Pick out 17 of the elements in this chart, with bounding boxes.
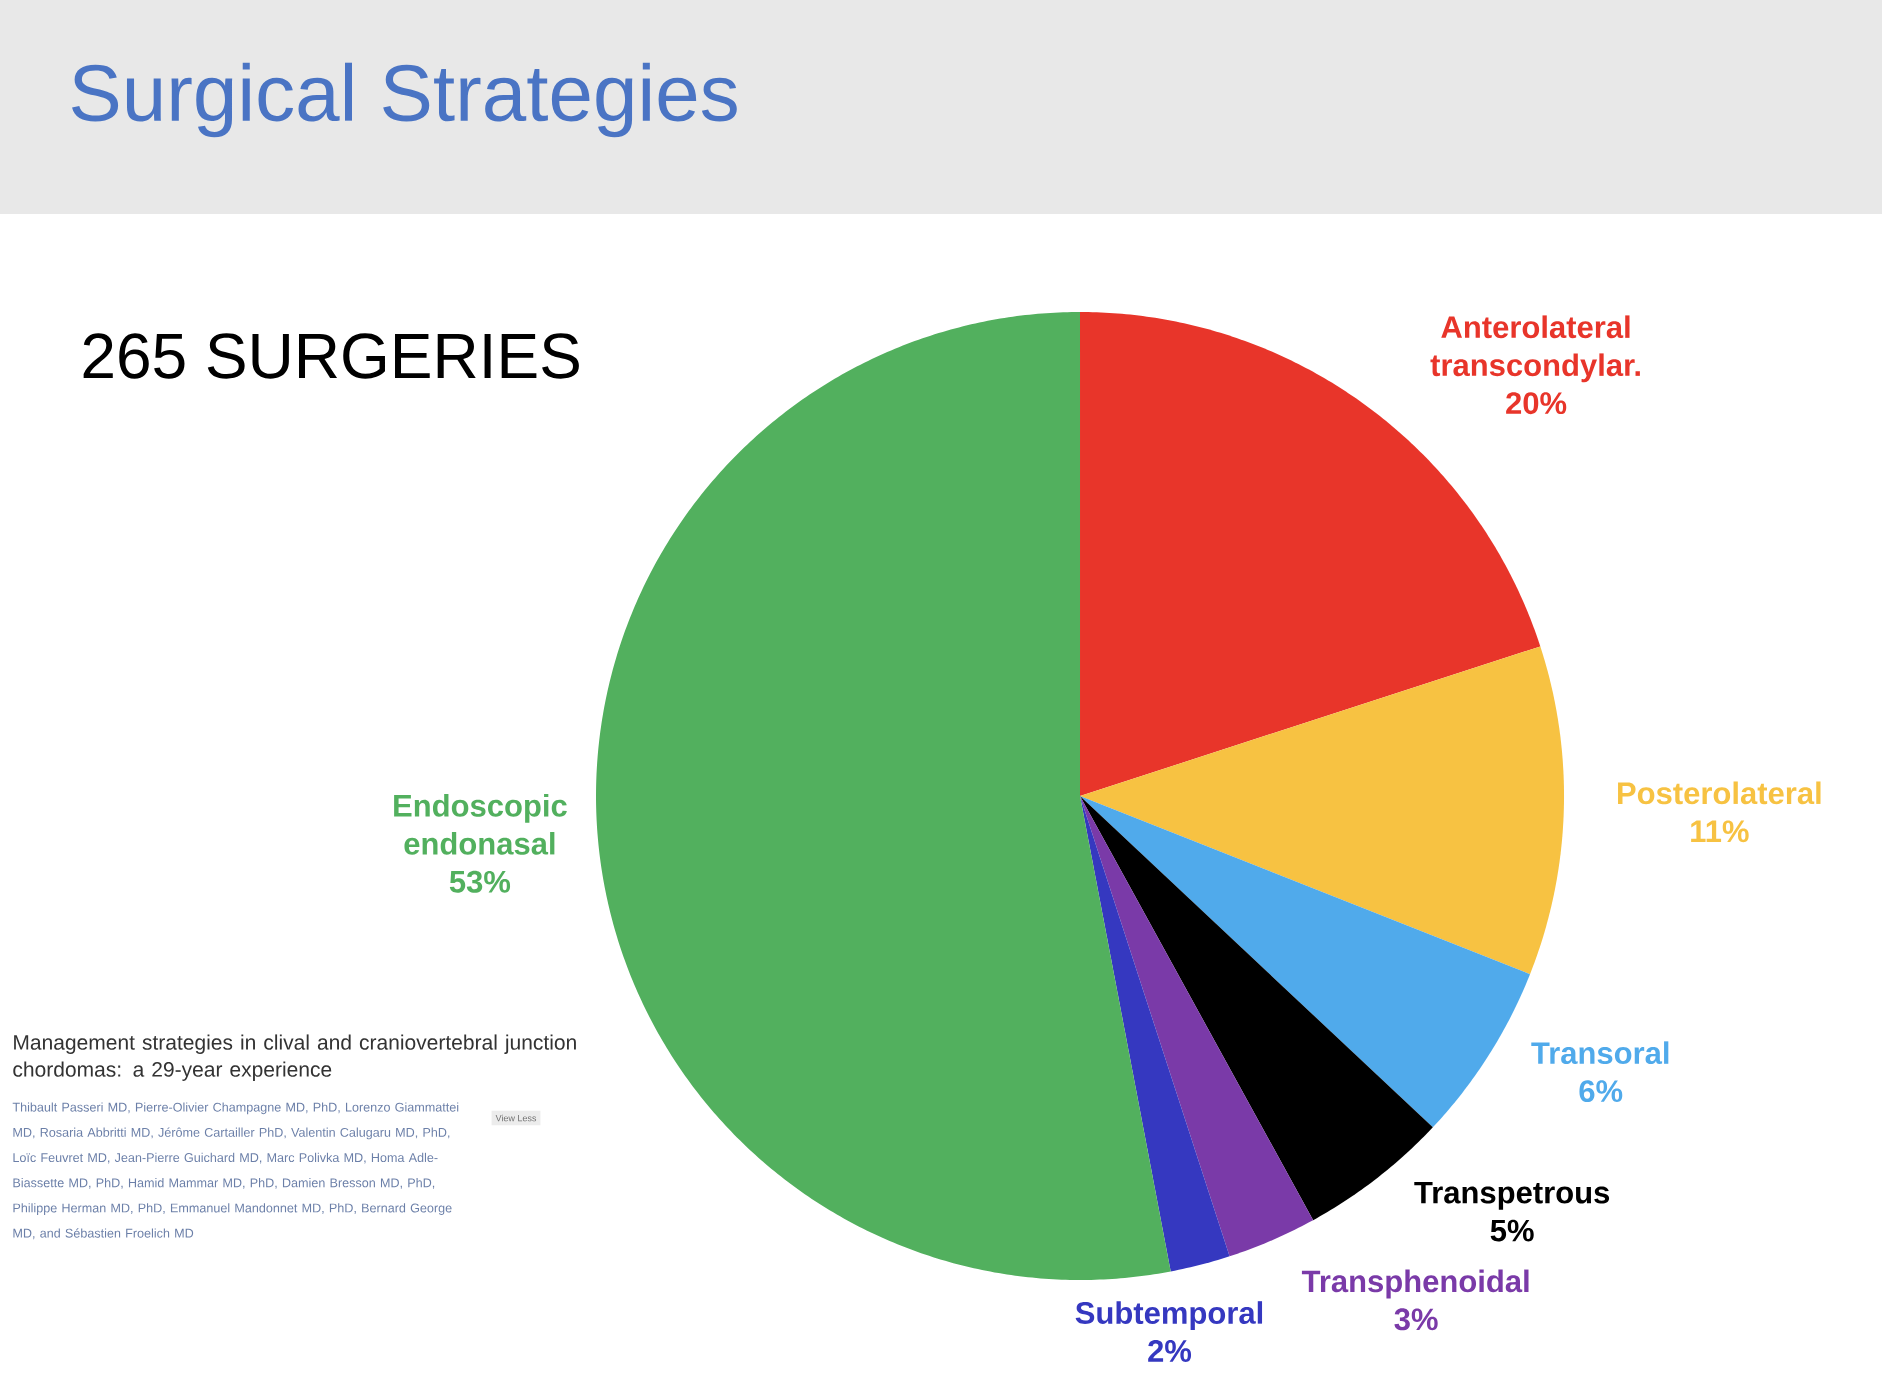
data-label: 6% [1579,1080,1623,1103]
slice-label: Endoscopic endonasal [394,793,567,855]
slice-label: Transpetrous [1414,1181,1610,1210]
data-label: 53% [449,870,511,893]
data-label: 20% [1506,392,1567,415]
chart-title: Surgical Strategies [72,62,737,138]
chart-subtitle: 265 SURGERIES [83,333,579,379]
slice-label: Transoral [1531,1041,1669,1065]
data-label: 3% [1394,1308,1438,1331]
slice-label: Transphenoidal [1301,1269,1529,1299]
data-label: 2% [1148,1340,1192,1362]
text: Management strategies in clival and craniovertebral junction chordomas: a 29-year experience [13,1034,576,1081]
slice-label: Subtemporal [1075,1301,1263,1331]
data-label: 11% [1691,820,1749,843]
slice-label: Anterolateral transcondylar. [1430,315,1640,383]
data-label: 5% [1490,1219,1534,1242]
slice-label: Posterolateral [1618,781,1821,805]
